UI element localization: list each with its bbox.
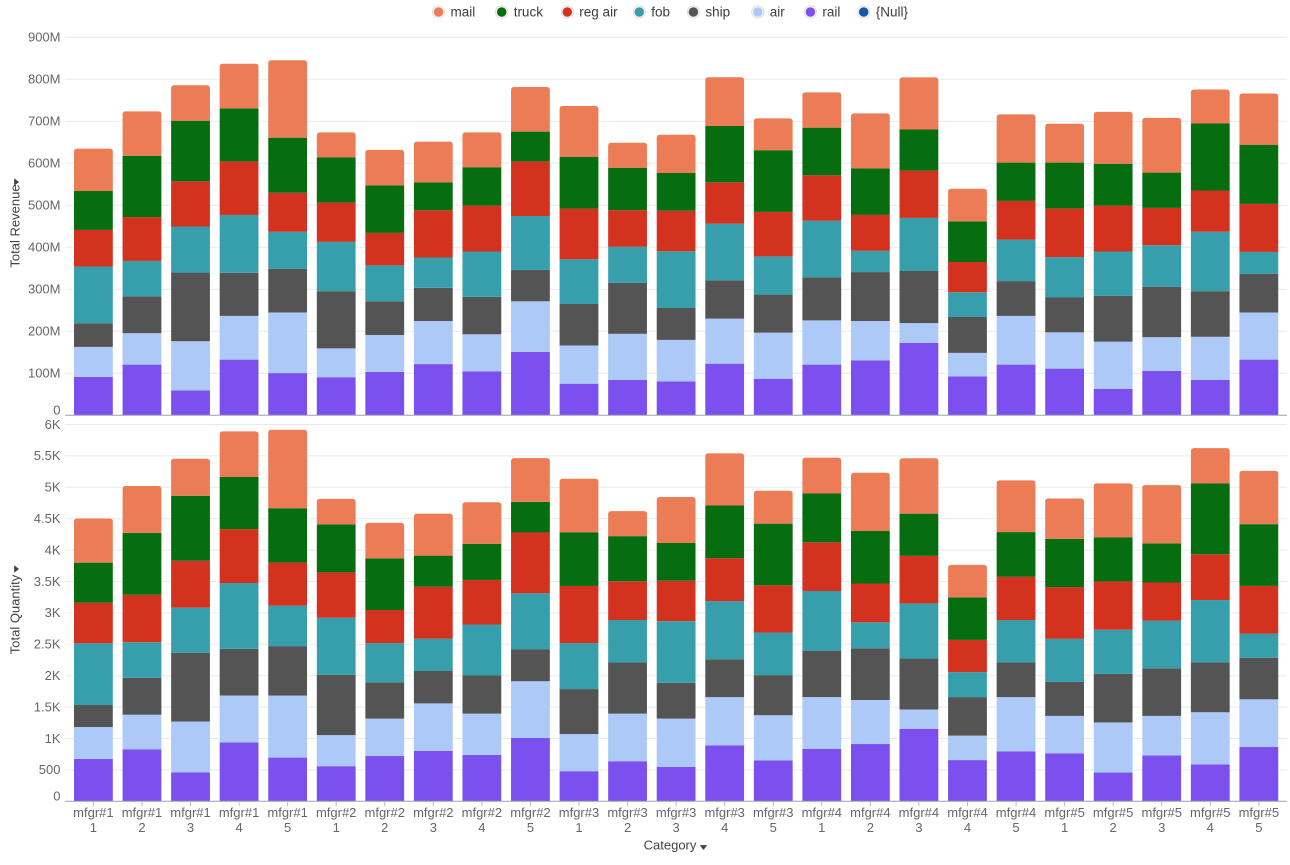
svg-text:6K: 6K [45, 417, 61, 432]
svg-text:500: 500 [39, 762, 61, 777]
svg-text:5: 5 [284, 820, 291, 835]
svg-text:3: 3 [915, 820, 922, 835]
svg-text:5.5K: 5.5K [34, 448, 61, 463]
svg-text:1: 1 [818, 820, 825, 835]
svg-text:1: 1 [90, 820, 97, 835]
svg-text:5: 5 [770, 820, 777, 835]
svg-text:100M: 100M [28, 366, 61, 381]
svg-text:mfgr#5: mfgr#5 [1141, 805, 1181, 820]
svg-text:mfgr#4: mfgr#4 [947, 805, 987, 820]
svg-text:air: air [770, 5, 786, 20]
svg-text:1K: 1K [45, 731, 61, 746]
svg-text:mfgr#2: mfgr#2 [365, 805, 405, 820]
svg-text:2: 2 [381, 820, 388, 835]
svg-text:mfgr#4: mfgr#4 [996, 805, 1036, 820]
svg-text:mfgr#3: mfgr#3 [656, 805, 696, 820]
svg-text:mfgr#1: mfgr#1 [267, 805, 307, 820]
svg-text:2: 2 [624, 820, 631, 835]
svg-text:3: 3 [1158, 820, 1165, 835]
svg-text:mfgr#1: mfgr#1 [73, 805, 113, 820]
svg-text:mfgr#5: mfgr#5 [1044, 805, 1084, 820]
svg-text:mfgr#4: mfgr#4 [899, 805, 939, 820]
svg-text:5: 5 [527, 820, 534, 835]
svg-text:mfgr#5: mfgr#5 [1190, 805, 1230, 820]
svg-text:5: 5 [1012, 820, 1019, 835]
svg-text:4.5K: 4.5K [34, 511, 61, 526]
svg-text:mfgr#2: mfgr#2 [413, 805, 453, 820]
svg-text:0: 0 [53, 402, 60, 417]
svg-text:mfgr#1: mfgr#1 [219, 805, 259, 820]
svg-text:3: 3 [673, 820, 680, 835]
svg-text:0: 0 [53, 788, 60, 803]
svg-text:2: 2 [1110, 820, 1117, 835]
svg-text:mfgr#3: mfgr#3 [607, 805, 647, 820]
svg-text:3: 3 [430, 820, 437, 835]
svg-text:mfgr#4: mfgr#4 [850, 805, 890, 820]
svg-text:3K: 3K [45, 605, 61, 620]
svg-text:Category: Category [644, 838, 697, 853]
svg-text:mfgr#5: mfgr#5 [1239, 805, 1279, 820]
svg-text:Total Revenue: Total Revenue [8, 184, 23, 267]
svg-text:5K: 5K [45, 480, 61, 495]
svg-text:2: 2 [138, 820, 145, 835]
svg-text:mfgr#5: mfgr#5 [1093, 805, 1133, 820]
svg-text:900M: 900M [28, 30, 61, 45]
svg-text:truck: truck [514, 5, 544, 20]
svg-text:2: 2 [867, 820, 874, 835]
svg-text:1: 1 [1061, 820, 1068, 835]
svg-text:mfgr#1: mfgr#1 [170, 805, 210, 820]
svg-text:mfgr#2: mfgr#2 [462, 805, 502, 820]
svg-text:600M: 600M [28, 156, 61, 171]
svg-text:2.5K: 2.5K [34, 637, 61, 652]
svg-text:1: 1 [333, 820, 340, 835]
svg-text:Total Quantity: Total Quantity [8, 574, 23, 654]
svg-text:mail: mail [451, 5, 476, 20]
svg-text:500M: 500M [28, 198, 61, 213]
svg-text:3: 3 [187, 820, 194, 835]
svg-text:4: 4 [478, 820, 485, 835]
svg-text:mfgr#2: mfgr#2 [510, 805, 550, 820]
svg-text:2K: 2K [45, 668, 61, 683]
svg-text:fob: fob [651, 5, 670, 20]
svg-text:300M: 300M [28, 282, 61, 297]
svg-text:mfgr#1: mfgr#1 [122, 805, 162, 820]
svg-text:800M: 800M [28, 72, 61, 87]
svg-text:mfgr#3: mfgr#3 [753, 805, 793, 820]
svg-text:4: 4 [235, 820, 242, 835]
svg-text:{Null}: {Null} [876, 5, 909, 20]
svg-text:700M: 700M [28, 114, 61, 129]
svg-text:4: 4 [964, 820, 971, 835]
svg-text:rail: rail [822, 5, 840, 20]
svg-text:4: 4 [1207, 820, 1214, 835]
svg-text:mfgr#4: mfgr#4 [802, 805, 842, 820]
svg-text:5: 5 [1255, 820, 1262, 835]
svg-text:ship: ship [705, 5, 730, 20]
svg-text:4: 4 [721, 820, 728, 835]
svg-text:mfgr#2: mfgr#2 [316, 805, 356, 820]
svg-text:mfgr#3: mfgr#3 [704, 805, 744, 820]
svg-text:3.5K: 3.5K [34, 574, 61, 589]
svg-text:1: 1 [575, 820, 582, 835]
svg-text:mfgr#3: mfgr#3 [559, 805, 599, 820]
svg-text:reg air: reg air [579, 5, 618, 20]
svg-text:200M: 200M [28, 324, 61, 339]
svg-text:4K: 4K [45, 542, 61, 557]
svg-text:1.5K: 1.5K [34, 699, 61, 714]
svg-text:400M: 400M [28, 240, 61, 255]
